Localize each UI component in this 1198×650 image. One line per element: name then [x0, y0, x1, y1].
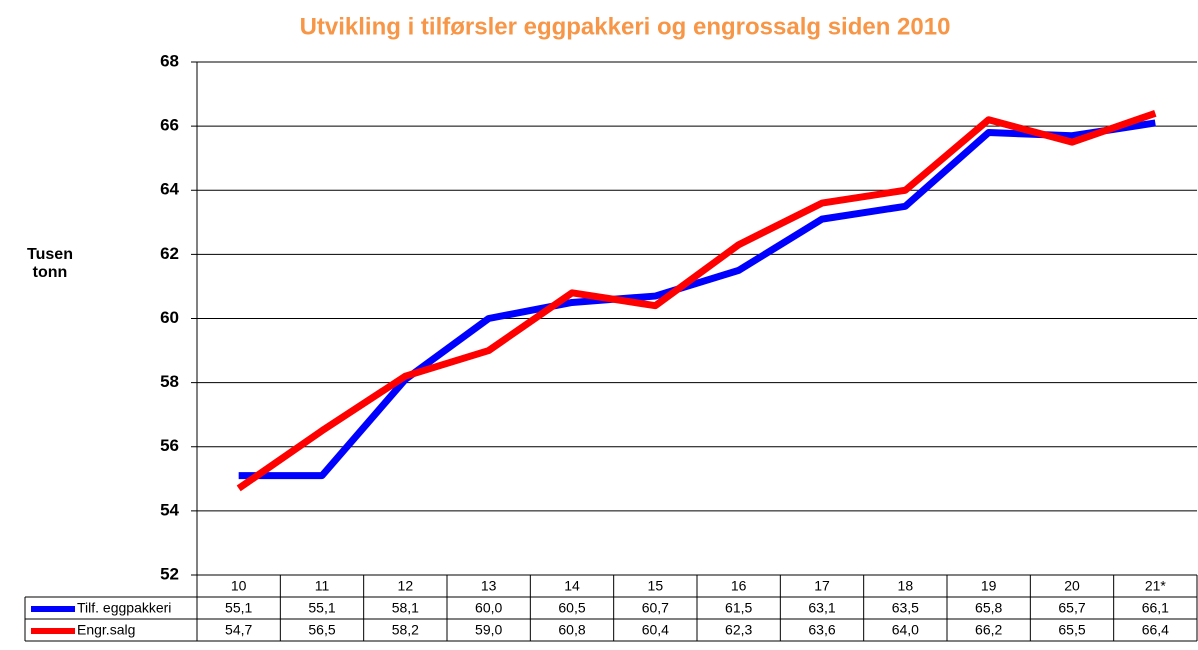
legend-label: Tilf. eggpakkeri — [77, 600, 171, 616]
table-value: 59,0 — [475, 622, 502, 638]
table-value: 60,8 — [558, 622, 585, 638]
x-tick-label: 20 — [1064, 578, 1080, 594]
x-tick-label: 11 — [315, 578, 330, 594]
table-value: 60,7 — [642, 600, 669, 616]
x-tick-label: 16 — [731, 578, 747, 594]
y-tick-label: 54 — [160, 500, 179, 519]
table-value: 55,1 — [308, 600, 335, 616]
x-tick-label: 17 — [814, 578, 830, 594]
y-tick-label: 58 — [160, 372, 179, 391]
y-tick-label: 60 — [160, 308, 179, 327]
x-tick-label: 15 — [648, 578, 664, 594]
table-value: 63,1 — [808, 600, 835, 616]
y-tick-label: 62 — [160, 244, 179, 263]
y-tick-label: 64 — [160, 180, 179, 199]
table-value: 54,7 — [225, 622, 252, 638]
y-tick-label: 66 — [160, 116, 179, 135]
table-value: 63,5 — [892, 600, 919, 616]
x-tick-label: 18 — [898, 578, 914, 594]
legend-label: Engr.salg — [77, 622, 135, 638]
table-value: 60,5 — [558, 600, 585, 616]
x-tick-label: 13 — [481, 578, 497, 594]
y-tick-label: 68 — [160, 51, 179, 70]
y-axis-label: Tusen tonn — [27, 246, 73, 281]
table-value: 62,3 — [725, 622, 752, 638]
table-value: 60,4 — [642, 622, 669, 638]
x-tick-label: 10 — [231, 578, 247, 594]
x-tick-label: 12 — [398, 578, 414, 594]
table-value: 64,0 — [892, 622, 919, 638]
x-tick-label: 19 — [981, 578, 997, 594]
chart-title: Utvikling i tilførsler eggpakkeri og eng… — [300, 13, 951, 40]
table-value: 61,5 — [725, 600, 752, 616]
table-value: 66,4 — [1142, 622, 1169, 638]
table-value: 65,7 — [1058, 600, 1085, 616]
y-tick-label: 52 — [160, 564, 179, 583]
table-value: 65,8 — [975, 600, 1002, 616]
table-value: 63,6 — [808, 622, 835, 638]
table-value: 66,1 — [1142, 600, 1169, 616]
table-value: 65,5 — [1058, 622, 1085, 638]
table-value: 60,0 — [475, 600, 502, 616]
table-value: 58,2 — [392, 622, 419, 638]
table-value: 58,1 — [392, 600, 419, 616]
table-value: 55,1 — [225, 600, 252, 616]
table-value: 56,5 — [308, 622, 335, 638]
y-tick-label: 56 — [160, 436, 179, 455]
data-line — [238, 119, 1156, 480]
x-tick-label: 21* — [1145, 578, 1167, 594]
x-tick-label: 14 — [564, 578, 580, 594]
data-line — [236, 109, 1157, 492]
table-value: 66,2 — [975, 622, 1002, 638]
